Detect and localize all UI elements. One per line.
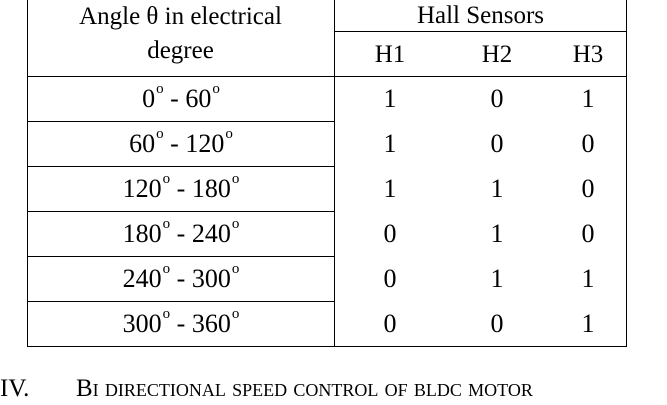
h3-value-cell: 1 xyxy=(581,309,595,338)
h2-value-cell: 0 xyxy=(490,129,504,158)
angle-from: 60 xyxy=(129,129,156,158)
h3-value-cell: 0 xyxy=(581,219,595,248)
h3-value-cell: 0 xyxy=(581,174,595,203)
hall-sensors-header: Hall Sensors xyxy=(416,1,545,29)
header-bottom-border xyxy=(27,76,627,77)
angle-from: 0 xyxy=(142,84,156,113)
degree-mark: o xyxy=(231,305,240,322)
angle-range-cell: 300 o - 360 o xyxy=(28,302,334,346)
h2-value-cell: 0 xyxy=(490,84,504,113)
section-heading: IV. Bi directional speed control of bldc… xyxy=(0,373,667,405)
angle-to: 60 xyxy=(185,84,212,113)
degree-mark: o xyxy=(231,170,240,187)
h3-header: H3 xyxy=(572,40,604,68)
angle-to: 120 xyxy=(185,129,225,158)
h3-value-cell: 1 xyxy=(581,264,595,293)
degree-mark: o xyxy=(162,260,171,277)
degree-mark: o xyxy=(156,80,164,97)
h3-value-cell: 1 xyxy=(581,84,595,113)
h1-header: H1 xyxy=(374,40,406,68)
h2-value-cell: 0 xyxy=(490,309,504,338)
hall-sensor-table: Angle θ in electrical degree Hall Sensor… xyxy=(27,0,627,347)
angle-to: 360 xyxy=(191,309,231,338)
angle-from: 240 xyxy=(122,264,162,293)
row-divider xyxy=(27,301,334,302)
range-separator: - xyxy=(163,129,186,158)
angle-header-line2: degree xyxy=(147,37,214,64)
range-separator: - xyxy=(170,219,192,248)
angle-range-cell: 120 o - 180 o xyxy=(28,167,334,211)
h2-header: H2 xyxy=(481,40,513,68)
range-separator: - xyxy=(163,84,186,113)
angle-range-cell: 60 o - 120 o xyxy=(28,122,334,166)
angle-column-header: Angle θ in electrical degree xyxy=(27,0,334,76)
degree-mark: o xyxy=(225,125,233,142)
h1-value-cell: 0 xyxy=(383,264,397,293)
h1-value-cell: 0 xyxy=(383,219,397,248)
degree-mark: o xyxy=(212,80,220,97)
angle-header-line1: Angle θ in electrical xyxy=(79,3,282,30)
h1-value-cell: 1 xyxy=(383,84,397,113)
row-divider xyxy=(27,256,334,257)
angle-from: 180 xyxy=(122,219,162,248)
row-divider xyxy=(27,211,334,212)
degree-mark: o xyxy=(162,305,171,322)
row-divider xyxy=(27,166,334,167)
column-divider xyxy=(334,0,335,347)
degree-mark: o xyxy=(156,125,164,142)
degree-mark: o xyxy=(162,215,171,232)
row-divider xyxy=(27,121,334,122)
angle-range-cell: 180 o - 240 o xyxy=(28,212,334,256)
h1-value-cell: 1 xyxy=(383,129,397,158)
degree-mark: o xyxy=(231,215,240,232)
angle-range-cell: 240 o - 300 o xyxy=(28,257,334,301)
angle-to: 300 xyxy=(191,264,231,293)
table-bottom-border xyxy=(27,346,627,347)
range-separator: - xyxy=(170,264,192,293)
h3-value-cell: 0 xyxy=(581,129,595,158)
h2-value-cell: 1 xyxy=(490,264,504,293)
range-separator: - xyxy=(170,309,192,338)
angle-from: 300 xyxy=(122,309,162,338)
table-left-border xyxy=(27,0,28,347)
h2-value-cell: 1 xyxy=(490,174,504,203)
angle-to: 180 xyxy=(191,174,231,203)
angle-to: 240 xyxy=(191,219,231,248)
angle-from: 120 xyxy=(122,174,162,203)
h1-value-cell: 0 xyxy=(383,309,397,338)
table-right-border xyxy=(626,0,627,347)
range-separator: - xyxy=(170,174,192,203)
h2-value-cell: 1 xyxy=(490,219,504,248)
section-number: IV. xyxy=(0,375,30,402)
degree-mark: o xyxy=(231,260,240,277)
degree-mark: o xyxy=(162,170,171,187)
section-title: Bi directional speed control of bldc mot… xyxy=(76,375,533,402)
hall-header-divider xyxy=(334,31,627,32)
h1-value-cell: 1 xyxy=(383,174,397,203)
